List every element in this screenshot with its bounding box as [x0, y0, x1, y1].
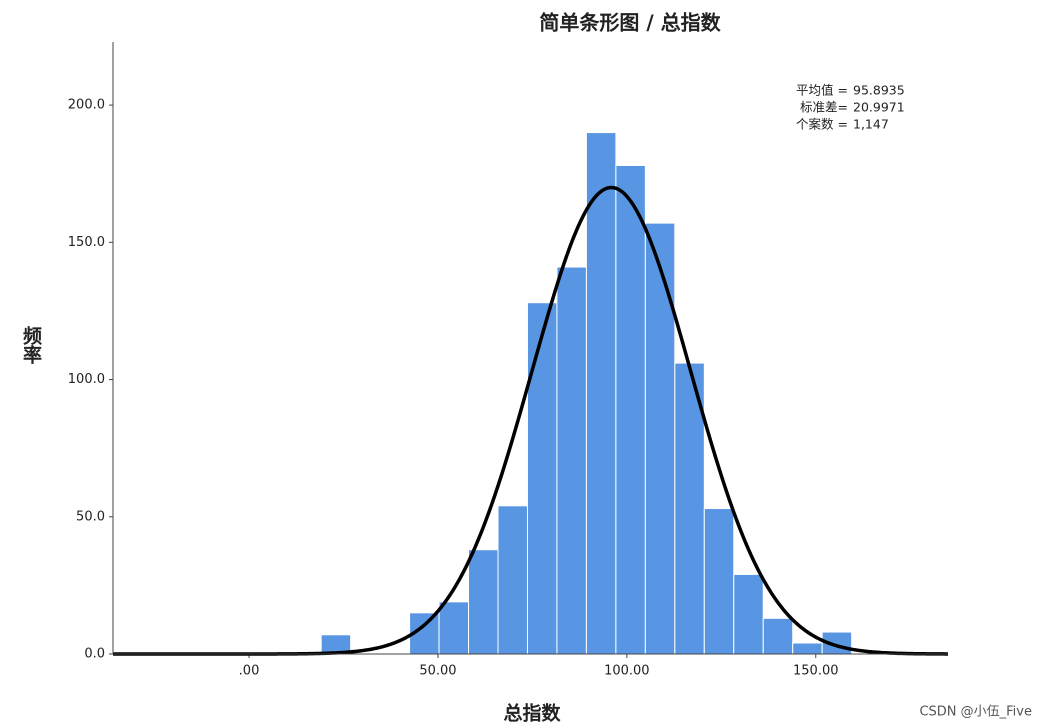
y-tick-label: 200.0 [68, 98, 105, 113]
stat-value: 20.9971 [853, 100, 905, 115]
y-tick-label: 0.0 [84, 647, 105, 662]
bar [792, 642, 823, 655]
bar [585, 132, 617, 655]
bar [556, 266, 587, 655]
chart-title: 简单条形图 / 总指数 [539, 11, 721, 35]
x-tick-label: .00 [239, 664, 260, 679]
bar [497, 505, 528, 655]
y-tick-label: 100.0 [68, 372, 105, 387]
stat-label: 标准差= [800, 100, 848, 115]
y-tick-label: 150.0 [68, 235, 105, 250]
x-tick-label: 150.00 [793, 664, 839, 679]
x-tick-label: 50.00 [419, 664, 456, 679]
bar [733, 573, 764, 655]
bar [526, 302, 558, 655]
bar [468, 549, 499, 655]
bar [644, 222, 676, 655]
bar [438, 601, 470, 655]
bar [703, 508, 735, 655]
y-tick-label: 50.0 [76, 509, 105, 524]
stat-value: 95.8935 [853, 83, 905, 98]
bar [762, 617, 794, 655]
y-axis-label: 频率 [20, 325, 42, 365]
x-axis-label: 总指数 [503, 702, 561, 725]
bar [615, 164, 646, 655]
watermark: CSDN @小伍_Five [919, 705, 1032, 720]
stat-value: 1,147 [853, 117, 889, 132]
x-tick-label: 100.00 [604, 664, 650, 679]
stat-label: 个案数 = [796, 117, 848, 132]
stat-label: 平均值 = [796, 83, 848, 98]
